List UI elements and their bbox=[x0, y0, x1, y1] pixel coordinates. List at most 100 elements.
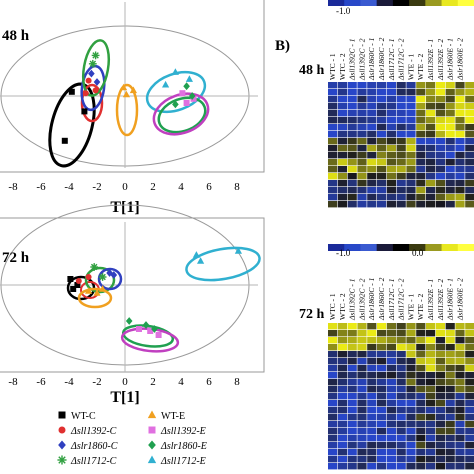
heatmap-cell bbox=[357, 180, 367, 187]
heatmap-cell bbox=[455, 103, 465, 110]
heatmap-cell bbox=[377, 180, 387, 187]
heatmap-cell bbox=[367, 393, 377, 400]
heatmap-cell bbox=[386, 421, 396, 428]
heatmap-cell bbox=[426, 400, 436, 407]
colorbar-segment bbox=[457, 0, 474, 6]
heatmap-cell bbox=[337, 145, 347, 152]
heatmap-cell bbox=[416, 117, 426, 124]
point-dslr1860-e bbox=[151, 325, 158, 333]
heatmap-cell bbox=[445, 337, 455, 344]
heatmap-cell bbox=[435, 386, 445, 393]
x-ticks-48h: -8 -6 -4 -2 0 2 4 6 8 bbox=[8, 181, 240, 193]
point-wt-e bbox=[129, 86, 137, 94]
legend-label-dsll1712-e: Δsll1712-E bbox=[160, 456, 206, 467]
heatmap-cell bbox=[357, 344, 367, 351]
legend-marker-wt-c bbox=[58, 411, 66, 419]
legend-marker-wt-e bbox=[147, 410, 157, 419]
heatmap-cell bbox=[396, 463, 406, 470]
heatmap-cell bbox=[435, 96, 445, 103]
group-ellipse-slr1860-e-72h bbox=[121, 324, 175, 348]
heatmap-cell bbox=[455, 351, 465, 358]
heatmap-cell bbox=[445, 351, 455, 358]
heatmap-cell bbox=[347, 89, 357, 96]
heatmap-cell bbox=[465, 194, 474, 201]
heatmap-cell bbox=[386, 337, 396, 344]
time-label-48h: 48 h bbox=[2, 28, 30, 44]
heatmap-cell bbox=[396, 393, 406, 400]
heatmap-cell bbox=[386, 89, 396, 96]
heatmap-cell bbox=[328, 351, 338, 358]
heatmap-cell bbox=[396, 428, 406, 435]
heatmap-cell bbox=[416, 421, 426, 428]
heatmap-cell bbox=[357, 428, 367, 435]
heatmap-cell bbox=[465, 407, 474, 414]
heatmap-cell bbox=[357, 201, 367, 208]
heatmap-cell bbox=[455, 407, 465, 414]
heatmap-cell bbox=[367, 180, 377, 187]
heatmap-cell bbox=[377, 463, 387, 470]
group-ellipse-sll1712-c-72h bbox=[84, 266, 116, 294]
heatmap-cell bbox=[455, 386, 465, 393]
heatmap-cell bbox=[347, 103, 357, 110]
heatmap-cell bbox=[455, 421, 465, 428]
heatmap-cell bbox=[445, 463, 455, 470]
score-plot-72h: 72 h -8 -6 -4 -2 0 2 4 6 8 T[1] bbox=[0, 204, 265, 406]
heatmap-cell bbox=[367, 194, 377, 201]
heatmap-cell bbox=[435, 180, 445, 187]
heatmap-cell bbox=[347, 323, 357, 330]
x-axis-label-72h: T[1] bbox=[110, 389, 139, 406]
heatmap-cell bbox=[465, 421, 474, 428]
heatmap-cell bbox=[347, 365, 357, 372]
heatmap-cell bbox=[465, 138, 474, 145]
column-label: Δslr1860E - 1 bbox=[446, 38, 455, 81]
heatmap-cell bbox=[328, 358, 338, 365]
heatmap-cell bbox=[416, 187, 426, 194]
heatmap-cell bbox=[396, 337, 406, 344]
heatmap-cell bbox=[416, 414, 426, 421]
heatmap-cell bbox=[377, 89, 387, 96]
heatmap-48h: -1.0 WTC - 1 WTC - 2 Δsll1392C - 1 Δsll1392… bbox=[299, 0, 474, 208]
heatmap-cell bbox=[416, 124, 426, 131]
heatmap-cell bbox=[337, 194, 347, 201]
heatmap-cell bbox=[328, 82, 338, 89]
heatmap-cell bbox=[406, 187, 416, 194]
heatmap-cell bbox=[435, 117, 445, 124]
heatmap-cell bbox=[406, 323, 416, 330]
heatmap-cell bbox=[465, 180, 474, 187]
point-dslr1860-c bbox=[93, 78, 101, 86]
heatmap-cell bbox=[416, 372, 426, 379]
heatmap-cell bbox=[328, 449, 338, 456]
heatmap-cell bbox=[396, 103, 406, 110]
heatmap-cell bbox=[396, 194, 406, 201]
heatmap-cell bbox=[328, 187, 338, 194]
point-wt-c bbox=[68, 88, 75, 95]
heatmap-cell bbox=[406, 138, 416, 145]
heatmap-cell bbox=[386, 145, 396, 152]
heatmap-cell bbox=[386, 393, 396, 400]
heatmap-cell bbox=[337, 463, 347, 470]
heatmap-cell bbox=[406, 414, 416, 421]
colorbar-segment bbox=[441, 0, 459, 6]
column-label: Δsll1712C - 1 bbox=[387, 39, 396, 82]
heatmap-cell bbox=[337, 442, 347, 449]
heatmap-cell bbox=[386, 365, 396, 372]
heatmap-cell bbox=[377, 138, 387, 145]
heatmap-cell bbox=[328, 414, 338, 421]
heatmap-cell bbox=[455, 435, 465, 442]
column-label: Δslr1860E - 2 bbox=[455, 278, 464, 321]
heatmap-cell bbox=[337, 131, 347, 138]
point-dsll1392-e bbox=[155, 332, 162, 338]
legend-marker-dsll1712-c bbox=[57, 455, 67, 465]
legend-marker-dslr1860-e bbox=[148, 440, 156, 450]
heatmap-cell bbox=[406, 96, 416, 103]
heatmap-cell bbox=[357, 194, 367, 201]
x-tick-label: 2 bbox=[150, 376, 156, 388]
heatmap-cell bbox=[328, 201, 338, 208]
group-ellipse-sll1712-e-72h bbox=[185, 246, 261, 282]
group-ellipse-slr1860-e-48h bbox=[157, 96, 207, 134]
heatmap-cell bbox=[367, 372, 377, 379]
heatmap-cell bbox=[406, 89, 416, 96]
heatmap-cell bbox=[426, 110, 436, 117]
time-label-72h: 72 h bbox=[2, 250, 30, 266]
heatmap-cell bbox=[396, 138, 406, 145]
